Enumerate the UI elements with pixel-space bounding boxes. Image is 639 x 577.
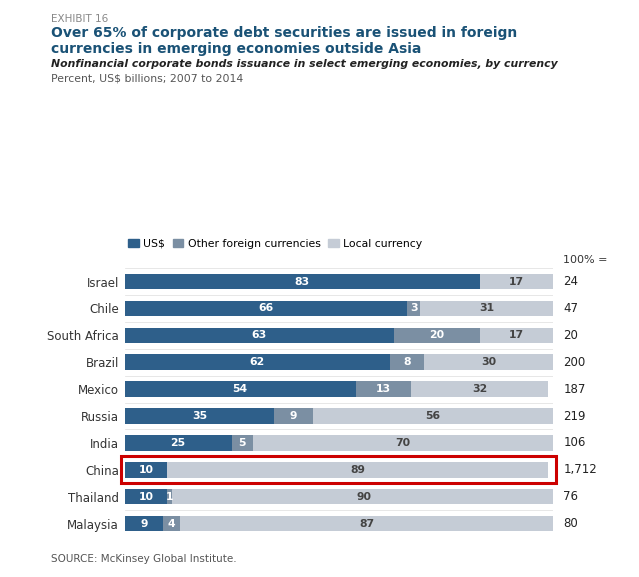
Bar [125,328,394,343]
Text: 89: 89 [350,465,366,475]
Bar [420,301,553,316]
Text: 9: 9 [290,411,298,421]
Bar [172,489,557,504]
Text: 20: 20 [429,330,445,340]
Text: 66: 66 [258,304,273,313]
Bar [253,435,553,451]
Text: EXHIBIT 16: EXHIBIT 16 [51,14,109,24]
Text: Nonfinancial corporate bonds issuance in select emerging economies, by currency: Nonfinancial corporate bonds issuance in… [51,59,558,69]
Bar [412,381,548,397]
Text: SOURCE: McKinsey Global Institute.: SOURCE: McKinsey Global Institute. [51,554,236,564]
Text: 83: 83 [295,276,310,287]
Bar [125,489,167,504]
Text: 32: 32 [472,384,488,394]
Bar [231,435,253,451]
Text: 3: 3 [410,304,417,313]
Bar [275,408,313,424]
Bar [125,354,390,370]
Text: 56: 56 [426,411,440,421]
Text: 10: 10 [139,492,153,501]
Bar [125,435,231,451]
Bar [407,301,420,316]
Text: 200: 200 [564,356,586,369]
Text: Percent, US$ billions; 2007 to 2014: Percent, US$ billions; 2007 to 2014 [51,73,243,83]
Text: 70: 70 [396,438,410,448]
Bar [167,489,172,504]
Text: 17: 17 [509,276,524,287]
Text: 62: 62 [250,357,265,367]
Text: 76: 76 [564,490,578,503]
Text: 13: 13 [376,384,391,394]
Text: 10: 10 [139,465,153,475]
Text: 63: 63 [252,330,267,340]
Text: 17: 17 [509,330,524,340]
Bar [125,408,275,424]
Text: 31: 31 [479,304,494,313]
Text: Over 65% of corporate debt securities are issued in foreign: Over 65% of corporate debt securities ar… [51,26,518,40]
Text: 5: 5 [238,438,246,448]
Bar [163,516,180,531]
Text: 8: 8 [403,357,411,367]
Text: 24: 24 [564,275,578,288]
Text: 1,712: 1,712 [564,463,597,476]
Text: 9: 9 [140,519,148,529]
Bar [313,408,553,424]
Bar [424,354,553,370]
Bar [356,381,412,397]
Text: 20: 20 [564,329,578,342]
Bar [480,273,553,289]
Bar [180,516,553,531]
Text: 35: 35 [192,411,207,421]
Bar [125,462,167,478]
Bar [167,462,548,478]
Text: 87: 87 [359,519,374,529]
Bar [125,273,480,289]
Text: 54: 54 [233,384,248,394]
Text: 106: 106 [564,436,586,449]
Text: 219: 219 [564,410,586,422]
Bar [125,301,407,316]
Text: 25: 25 [171,438,186,448]
Text: 100% =: 100% = [564,256,608,265]
Text: 187: 187 [564,383,586,396]
Text: 90: 90 [357,492,372,501]
Text: 80: 80 [564,517,578,530]
Text: 30: 30 [481,357,496,367]
Text: 1: 1 [166,492,173,501]
Bar [394,328,480,343]
Bar [125,516,163,531]
Text: currencies in emerging economies outside Asia: currencies in emerging economies outside… [51,42,422,55]
Bar [390,354,424,370]
Legend: US$, Other foreign currencies, Local currency: US$, Other foreign currencies, Local cur… [128,239,422,249]
Text: 4: 4 [168,519,176,529]
Bar [480,328,553,343]
Bar [125,381,356,397]
Text: 47: 47 [564,302,578,315]
